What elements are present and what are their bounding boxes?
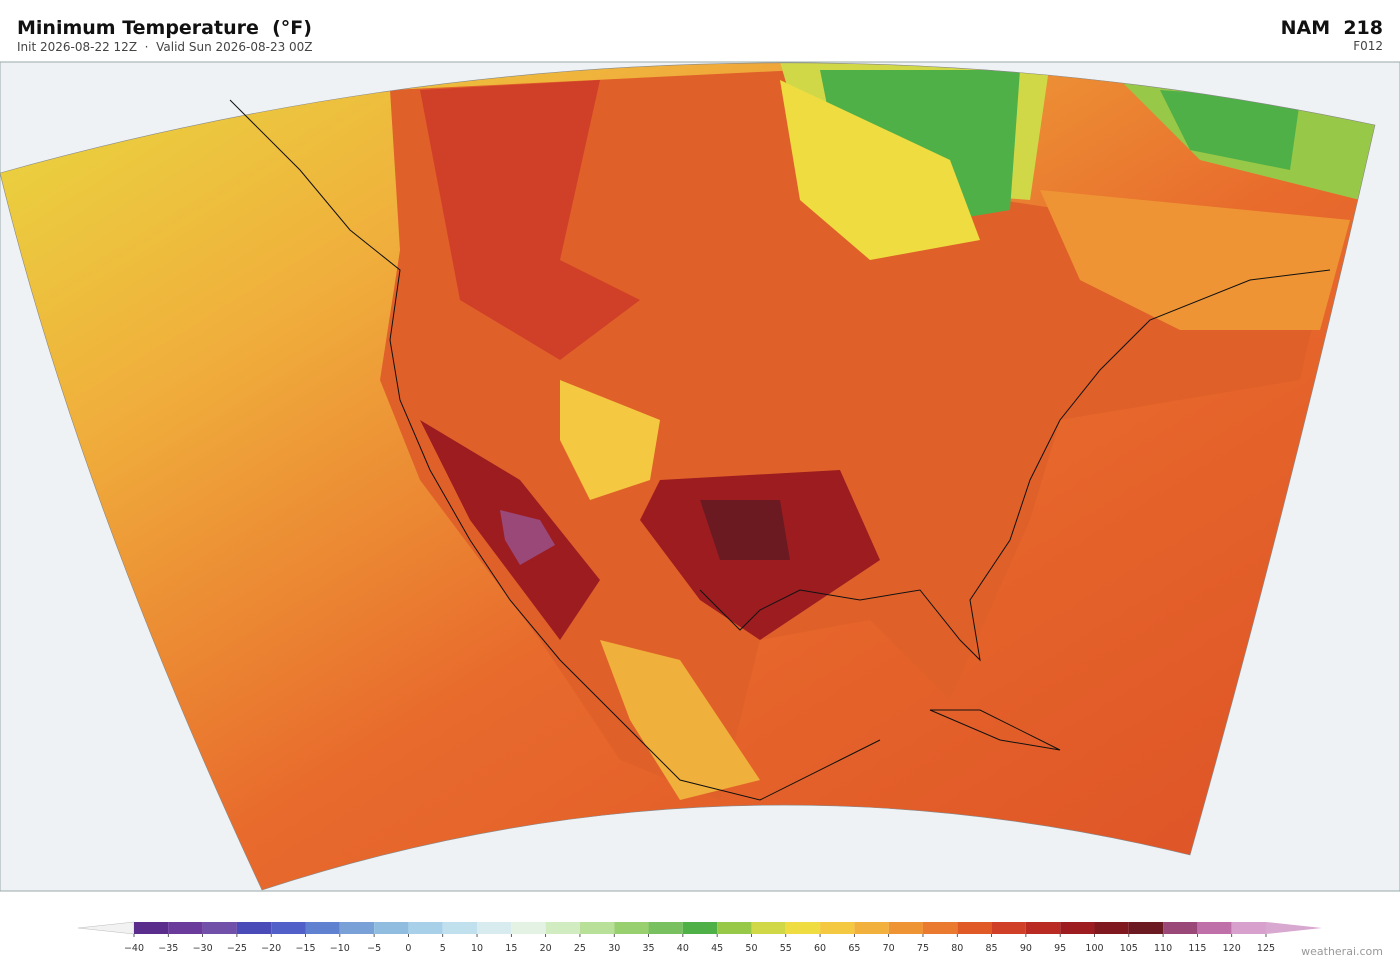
color-bin — [374, 922, 409, 934]
temperature-field — [0, 62, 1375, 891]
colorbar-tick-label: −30 — [193, 943, 213, 954]
colorbar-tick-label: 65 — [848, 943, 860, 954]
colorbar-tick-label: 45 — [711, 943, 723, 954]
color-bin — [339, 922, 375, 934]
forecast-hour: F012 — [1353, 39, 1383, 53]
color-bin — [682, 922, 718, 934]
color-bin — [1231, 922, 1266, 934]
colorbar-tick-label: −20 — [261, 943, 281, 954]
colorbar-tick-label: 25 — [574, 943, 586, 954]
colorbar-tick-label: 60 — [814, 943, 826, 954]
colorbar-tick-label: 80 — [951, 943, 963, 954]
map-title: Minimum Temperature (°F) — [17, 17, 312, 39]
colorbar-tick-label: −35 — [158, 943, 178, 954]
colorbar-tick-label: 35 — [642, 943, 654, 954]
color-bin — [408, 922, 443, 934]
color-bin — [648, 922, 683, 934]
color-bin — [134, 922, 169, 934]
colorbar-tick-label: 15 — [505, 943, 517, 954]
colorbar-tick-label: 20 — [540, 943, 552, 954]
color-bin — [168, 922, 203, 934]
color-bin — [1025, 922, 1061, 934]
color-bin — [305, 922, 340, 934]
color-bin — [751, 922, 786, 934]
color-bin — [1060, 922, 1095, 934]
color-bin — [820, 922, 855, 934]
color-bin — [511, 922, 546, 934]
colorbar-tick-label: 125 — [1257, 943, 1275, 954]
colorbar: −40 −35 −30 −25 −20 −15 −10 −5 0 5 10 15 20 25 30 35 40 4… — [77, 921, 1322, 954]
map-subtitle: Init 2026-08-22 12Z · Valid Sun 2026-08-… — [17, 40, 313, 54]
color-bin — [202, 922, 237, 934]
colorbar-tick-label: 75 — [917, 943, 929, 954]
color-bin — [991, 922, 1026, 934]
color-bin — [854, 922, 889, 934]
colorbar-tick-label: 70 — [883, 943, 895, 954]
color-bin — [1163, 922, 1198, 934]
colorbar-tick-label: −40 — [124, 943, 144, 954]
color-bin — [579, 922, 615, 934]
colorbar-tick-label: −5 — [367, 943, 381, 954]
colorbar-tick-label: 85 — [986, 943, 998, 954]
watermark: weatherai.com — [1301, 945, 1383, 958]
color-bin — [888, 922, 923, 934]
color-bin — [785, 922, 821, 934]
color-bin — [477, 922, 512, 934]
color-bin — [614, 922, 649, 934]
color-bin — [442, 922, 478, 934]
colorbar-tick-label: 40 — [677, 943, 689, 954]
color-bin — [717, 922, 752, 934]
colorbar-tick-label: 10 — [471, 943, 483, 954]
colorbar-tick-label: 110 — [1154, 943, 1172, 954]
colorbar-tick-label: 95 — [1054, 943, 1066, 954]
color-bin — [236, 922, 272, 934]
color-bin — [1128, 922, 1164, 934]
colorbar-tick-label: 0 — [405, 943, 411, 954]
colorbar-tick-label: −15 — [295, 943, 315, 954]
colorbar-tick-label: 5 — [440, 943, 446, 954]
coastlines — [229, 99, 1331, 801]
color-bin — [545, 922, 580, 934]
colorbar-tick-label: 50 — [745, 943, 757, 954]
color-bin — [1094, 922, 1129, 934]
colorbar-tick-label: −10 — [330, 943, 350, 954]
colorbar-tick-label: 105 — [1120, 943, 1138, 954]
colorbar-tick-label: 120 — [1223, 943, 1241, 954]
color-bin — [957, 922, 992, 934]
color-bin — [271, 922, 306, 934]
over-extension — [1266, 922, 1322, 934]
under-extension — [77, 921, 135, 935]
colorbar-tick-label: −25 — [227, 943, 247, 954]
colorbar-tick-label: 100 — [1085, 943, 1103, 954]
domain-outline — [0, 62, 1376, 891]
colorbar-tick-label: 115 — [1188, 943, 1206, 954]
colorbar-tick-label: 55 — [780, 943, 792, 954]
colorbar-tick-label: 30 — [608, 943, 620, 954]
colorbar-tick-label: 90 — [1020, 943, 1032, 954]
color-bin — [1197, 922, 1232, 934]
model-name: NAM 218 — [1281, 17, 1383, 39]
color-bin — [922, 922, 958, 934]
